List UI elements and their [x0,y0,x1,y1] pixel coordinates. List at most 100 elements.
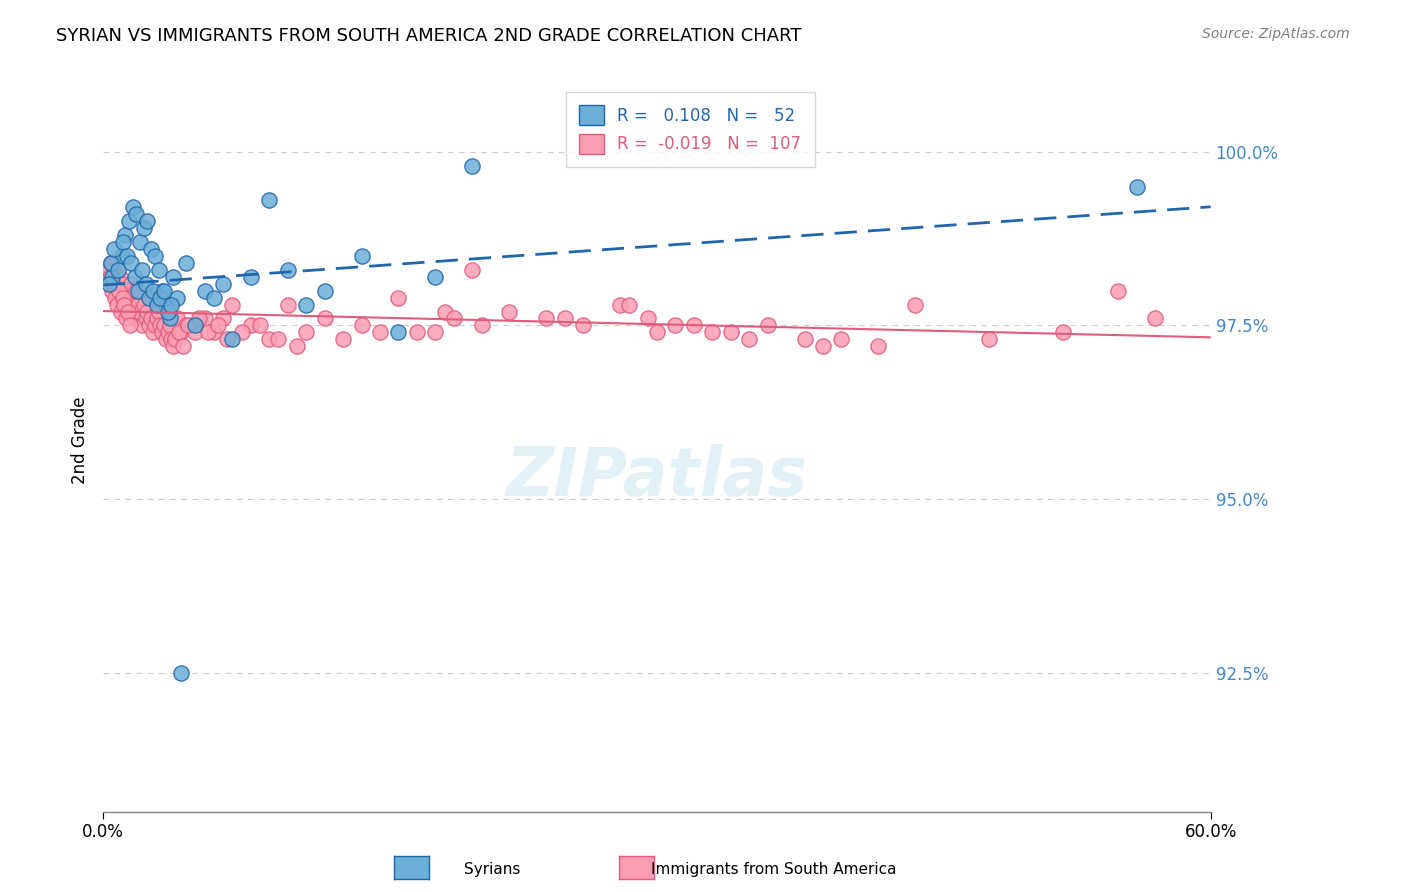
Point [120,256,142,270]
Point [554,311,576,326]
Point [194,284,217,298]
Point [108,269,131,284]
Point [108,284,131,298]
Point [1107,284,1129,298]
Point [117,304,139,318]
Point [114,228,136,243]
Point [295,297,318,311]
Y-axis label: 2nd Grade: 2nd Grade [72,396,89,483]
Point [115,249,138,263]
Point [166,311,188,326]
Point [425,269,447,284]
Point [131,263,153,277]
Point [121,201,143,215]
Point [139,311,162,326]
Point [110,249,132,263]
Point [162,269,184,284]
Point [153,318,176,333]
Point [221,332,243,346]
Point [120,277,142,291]
Point [101,284,124,298]
Point [115,311,138,326]
Point [702,326,724,340]
Point [103,277,125,291]
Text: ZIPatlas: ZIPatlas [506,444,808,510]
Point [637,311,659,326]
Point [162,339,184,353]
Point [105,297,128,311]
Point [177,318,200,333]
Point [159,318,181,333]
Point [194,311,217,326]
Point [682,318,704,333]
Point [160,297,183,311]
Point [295,326,318,340]
Point [793,332,815,346]
Point [114,291,136,305]
Point [107,263,129,277]
Point [332,332,354,346]
Point [148,304,170,318]
Point [350,249,373,263]
Point [115,284,138,298]
Point [136,304,159,318]
Point [100,256,122,270]
Point [143,249,166,263]
Point [121,304,143,318]
Point [756,318,779,333]
Point [156,326,179,340]
Point [609,297,631,311]
Point [1144,311,1167,326]
Point [118,318,141,333]
Point [96,269,118,284]
Point [169,665,191,680]
Point [425,326,447,340]
Point [129,304,152,318]
Point [239,318,262,333]
Point [534,311,557,326]
Point [212,311,235,326]
Point [110,304,132,318]
Point [830,332,852,346]
Point [387,291,409,305]
Point [145,297,167,311]
Point [350,318,373,333]
Point [231,326,253,340]
Point [112,235,135,249]
Point [664,318,686,333]
Point [167,326,190,340]
Point [138,318,160,333]
Point [314,284,336,298]
Point [150,326,173,340]
Point [174,256,197,270]
Point [277,297,299,311]
Point [259,332,281,346]
Point [105,277,128,291]
Text: Source: ZipAtlas.com: Source: ZipAtlas.com [1202,27,1350,41]
Point [118,297,141,311]
Point [619,297,641,311]
Point [155,297,177,311]
Point [136,214,159,228]
Point [142,284,165,298]
Point [127,284,149,298]
Point [110,277,132,291]
Point [868,339,890,353]
Point [131,318,153,333]
Point [124,311,146,326]
Point [159,311,181,326]
Point [148,263,170,277]
Point [184,318,207,333]
Point [645,326,668,340]
Point [153,284,176,298]
Point [1052,326,1074,340]
Point [103,263,125,277]
Point [103,242,125,256]
Point [112,297,135,311]
Point [498,304,520,318]
Legend: R =   0.108   N =   52, R =  -0.019   N =  107: R = 0.108 N = 52, R = -0.019 N = 107 [565,92,814,168]
Point [107,291,129,305]
Point [155,332,177,346]
Point [720,326,742,340]
Point [259,194,281,208]
